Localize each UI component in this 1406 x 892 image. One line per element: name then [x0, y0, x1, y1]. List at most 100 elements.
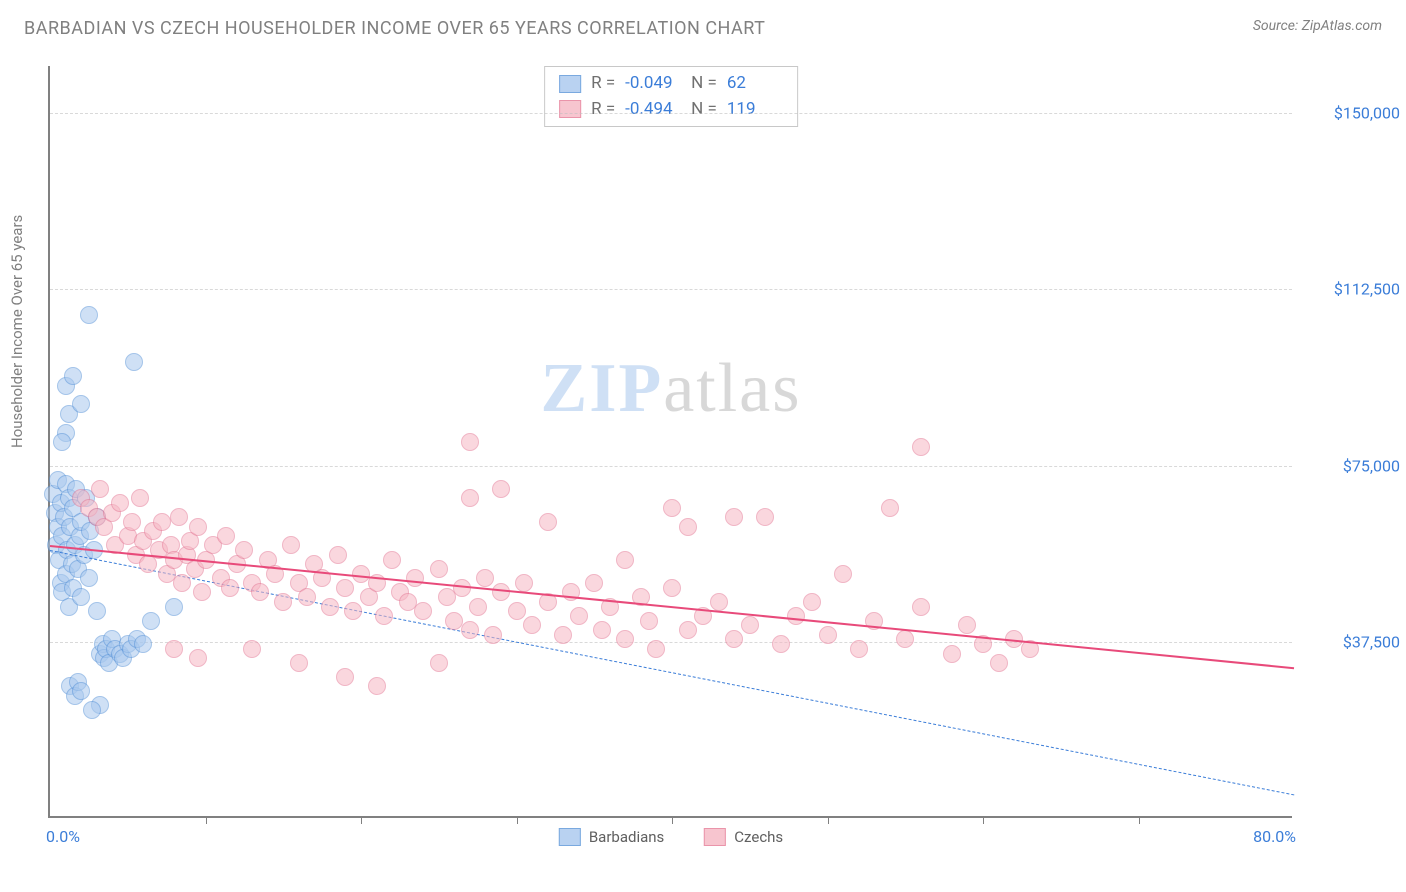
data-point [329, 546, 347, 564]
data-point [515, 574, 533, 592]
y-axis-label: Householder Income Over 65 years [8, 215, 26, 448]
data-point [83, 701, 101, 719]
data-point [282, 536, 300, 554]
data-point [111, 494, 129, 512]
data-point [663, 579, 681, 597]
data-point [958, 616, 976, 634]
data-point [616, 630, 634, 648]
legend-item: Czechs [704, 828, 783, 846]
data-point [647, 640, 665, 658]
data-point [142, 612, 160, 630]
data-point [492, 583, 510, 601]
data-point [570, 607, 588, 625]
gridline [50, 113, 1292, 114]
data-point [679, 621, 697, 639]
chart-title: BARBADIAN VS CZECH HOUSEHOLDER INCOME OV… [24, 18, 765, 39]
data-point [756, 508, 774, 526]
data-point [539, 513, 557, 531]
data-point [523, 616, 541, 634]
data-point [72, 588, 90, 606]
data-point [912, 598, 930, 616]
data-point [461, 621, 479, 639]
data-point [72, 682, 90, 700]
data-point [235, 541, 253, 559]
data-point [134, 635, 152, 653]
series-legend: BarbadiansCzechs [559, 828, 783, 846]
data-point [508, 602, 526, 620]
x-axis-min-label: 0.0% [46, 827, 80, 846]
y-tick-label: $75,000 [1300, 456, 1400, 475]
data-point [593, 621, 611, 639]
data-point [819, 626, 837, 644]
data-point [368, 677, 386, 695]
data-point [64, 367, 82, 385]
data-point [131, 489, 149, 507]
plot-area: ZIPatlas R = -0.049N = 62R = -0.494N = 1… [48, 66, 1292, 818]
data-point [80, 569, 98, 587]
data-point [484, 626, 502, 644]
data-point [772, 635, 790, 653]
source-attribution: Source: ZipAtlas.com [1253, 18, 1382, 34]
stats-row: R = -0.049N = 62 [559, 71, 783, 97]
data-point [336, 579, 354, 597]
data-point [383, 551, 401, 569]
data-point [321, 598, 339, 616]
data-point [461, 433, 479, 451]
x-tick [206, 816, 207, 824]
data-point [803, 593, 821, 611]
data-point [170, 508, 188, 526]
data-point [461, 489, 479, 507]
regression-line [50, 545, 1294, 669]
data-point [725, 508, 743, 526]
data-point [469, 598, 487, 616]
data-point [430, 654, 448, 672]
stats-legend-box: R = -0.049N = 62R = -0.494N = 119 [544, 66, 798, 127]
data-point [725, 630, 743, 648]
data-point [585, 574, 603, 592]
data-point [165, 598, 183, 616]
legend-swatch [704, 828, 726, 846]
data-point [123, 513, 141, 531]
data-point [787, 607, 805, 625]
data-point [430, 560, 448, 578]
data-point [125, 353, 143, 371]
data-point [193, 583, 211, 601]
data-point [336, 668, 354, 686]
data-point [153, 513, 171, 531]
data-point [88, 602, 106, 620]
x-tick [672, 816, 673, 824]
data-point [298, 588, 316, 606]
data-point [251, 583, 269, 601]
data-point [217, 527, 235, 545]
data-point [221, 579, 239, 597]
data-point [53, 433, 71, 451]
y-tick-label: $150,000 [1300, 104, 1400, 123]
data-point [554, 626, 572, 644]
stats-row: R = -0.494N = 119 [559, 97, 783, 123]
data-point [406, 569, 424, 587]
data-point [80, 306, 98, 324]
gridline [50, 642, 1292, 643]
data-point [173, 574, 191, 592]
data-point [476, 569, 494, 587]
data-point [189, 518, 207, 536]
legend-swatch [559, 75, 581, 93]
chart-container: Householder Income Over 65 years ZIPatla… [0, 48, 1406, 892]
data-point [414, 602, 432, 620]
data-point [640, 612, 658, 630]
data-point [165, 640, 183, 658]
data-point [189, 649, 207, 667]
data-point [912, 438, 930, 456]
legend-swatch [559, 100, 581, 118]
x-tick [517, 816, 518, 824]
x-tick [1139, 816, 1140, 824]
x-tick [361, 816, 362, 824]
data-point [375, 607, 393, 625]
x-axis-max-label: 80.0% [1253, 827, 1296, 846]
gridline [50, 289, 1292, 290]
legend-swatch [559, 828, 581, 846]
data-point [344, 602, 362, 620]
x-tick [828, 816, 829, 824]
data-point [710, 593, 728, 611]
data-point [881, 499, 899, 517]
